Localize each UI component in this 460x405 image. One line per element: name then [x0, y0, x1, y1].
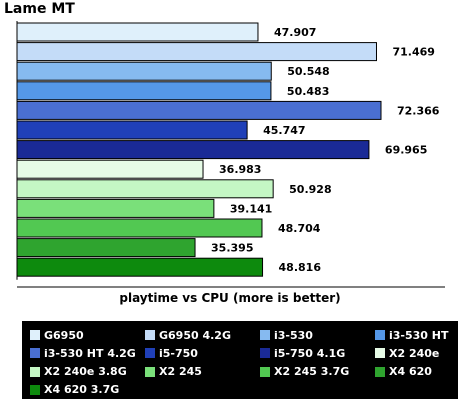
legend-label: i5-750 4.1G [274, 346, 346, 360]
legend-item: i5-750 [145, 344, 260, 362]
bar-value-label: 50.483 [287, 85, 329, 98]
legend-item: G6950 4.2G [145, 326, 260, 344]
bar-value-label: 48.704 [278, 222, 321, 235]
bar [16, 22, 259, 42]
legend-item: G6950 [30, 326, 145, 344]
bar-value-label: 50.928 [289, 183, 331, 196]
legend-label: X2 240e 3.8G [44, 365, 127, 378]
legend-label: X2 245 [159, 365, 202, 378]
legend-item: i5-750 4.1G [260, 344, 375, 362]
bar [16, 120, 248, 140]
bar-value-label: 45.747 [263, 124, 305, 137]
legend-item: X2 245 [145, 363, 260, 381]
bar-value-label: 71.469 [392, 46, 434, 59]
legend-swatch [145, 366, 155, 377]
bar [16, 159, 204, 179]
bar [16, 238, 196, 258]
x-axis-label: playtime vs CPU (more is better) [119, 291, 341, 305]
legend-label: i3-530 [274, 328, 313, 342]
bar [16, 257, 264, 277]
legend-swatch [145, 348, 155, 359]
legend-item: i3-530 HT [375, 326, 460, 344]
bar-value-label: 36.983 [219, 163, 261, 176]
legend-label: X4 620 [389, 365, 432, 378]
bar [16, 140, 370, 160]
legend-swatch [260, 366, 270, 377]
legend-swatch [260, 330, 270, 340]
legend-swatch [145, 330, 155, 340]
legend-item: X4 620 3.7G [30, 381, 145, 399]
chart-title: Lame MT [4, 1, 75, 17]
legend-swatch [375, 366, 385, 377]
legend-item: X2 245 3.7G [260, 363, 375, 381]
legend-label: i5-750 [159, 346, 198, 360]
legend-label: X2 245 3.7G [274, 365, 350, 378]
bar [16, 61, 272, 81]
legend-swatch [30, 384, 40, 395]
legend-item: i3-530 HT 4.2G [30, 344, 145, 362]
bar-chart: 47.907 71.469 50.548 50.483 72.366 45.747 69.9… [16, 21, 445, 288]
legend-swatch [30, 330, 40, 340]
legend-label: G6950 4.2G [159, 328, 231, 342]
legend: G6950 G6950 4.2G i3-530 i3-530 HT i3-530 HT … [22, 321, 458, 399]
bar-value-label: 47.907 [274, 26, 316, 39]
bar-value-label: 69.965 [385, 144, 427, 157]
legend-item: X2 240e 3.8G [30, 363, 145, 381]
legend-label: G6950 [44, 328, 84, 342]
bar-value-label: 35.395 [211, 242, 253, 255]
bar-value-label: 72.366 [397, 104, 440, 117]
bar [16, 198, 215, 218]
legend-swatch [30, 366, 40, 377]
legend-label: X4 620 3.7G [44, 383, 120, 397]
legend-swatch [375, 348, 385, 359]
legend-label: X2 240e [389, 346, 440, 360]
bar-value-label: 39.141 [230, 202, 272, 215]
legend-swatch [375, 330, 385, 340]
legend-label: i3-530 HT [389, 328, 449, 342]
legend-label: i3-530 HT 4.2G [44, 346, 136, 360]
bar [16, 100, 382, 120]
bar [16, 218, 263, 238]
bar [16, 179, 274, 199]
legend-swatch [30, 348, 40, 359]
bar-value-label: 48.816 [279, 261, 322, 274]
bar [16, 42, 377, 62]
legend-item: i3-530 [260, 326, 375, 344]
legend-item: X2 240e [375, 344, 460, 362]
bar-value-label: 50.548 [287, 65, 329, 78]
legend-item: X4 620 [375, 363, 460, 381]
legend-swatch [260, 348, 270, 359]
bar [16, 81, 272, 101]
